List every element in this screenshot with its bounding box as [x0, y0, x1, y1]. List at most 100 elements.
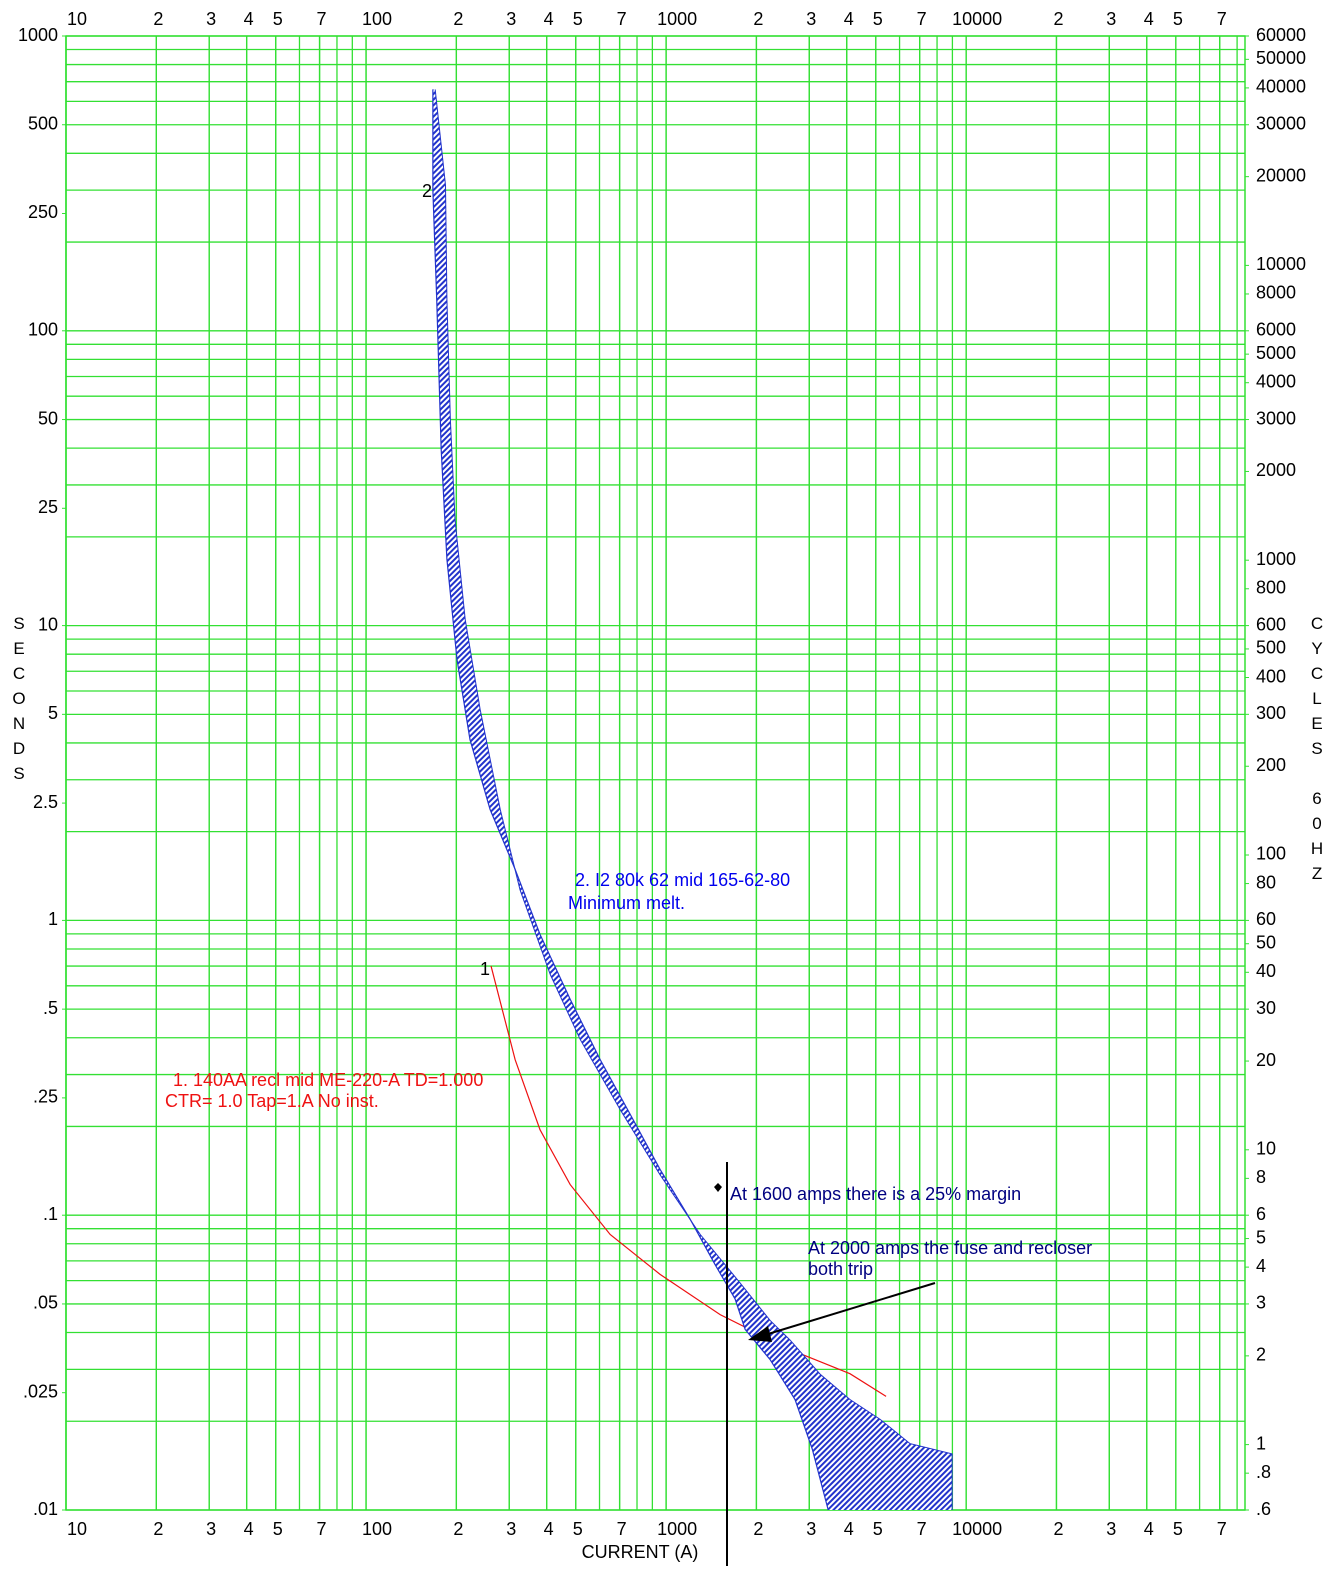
- x-tick-label: 4: [1144, 9, 1154, 29]
- annotation: At 1600 amps there is a 25% margin: [730, 1184, 1021, 1204]
- x-tick-label: 7: [617, 9, 627, 29]
- x-tick-label: 5: [873, 9, 883, 29]
- y-tick-label: 500: [28, 113, 58, 133]
- y2-tick-label: 40000: [1256, 77, 1306, 97]
- x-tick-label: 2: [1053, 9, 1063, 29]
- x-tick-label: 5: [1173, 9, 1183, 29]
- band-fill: [432, 89, 953, 1510]
- x-tick-label: 4: [1144, 1519, 1154, 1539]
- y2-tick-label: 1: [1256, 1433, 1266, 1453]
- x-tick-label: 4: [244, 1519, 254, 1539]
- y-tick-label: .25: [33, 1087, 58, 1107]
- x-tick-label: 5: [273, 9, 283, 29]
- y2-tick-label: 6: [1256, 1204, 1266, 1224]
- x-tick-label: 3: [506, 9, 516, 29]
- y2-tick-label: 800: [1256, 578, 1286, 598]
- x-tick-label: 5: [573, 1519, 583, 1539]
- x-tick-label: 7: [917, 9, 927, 29]
- y2-tick-label: 8: [1256, 1167, 1266, 1187]
- y2-tick-label: 300: [1256, 703, 1286, 723]
- x-tick-label: 2: [1053, 1519, 1063, 1539]
- x-tick-label: 10: [67, 1519, 87, 1539]
- y2-tick-label: 5000: [1256, 343, 1296, 363]
- y2-tick-label: 60000: [1256, 25, 1306, 45]
- y-tick-label: 250: [28, 202, 58, 222]
- arrow-line: [767, 1282, 936, 1335]
- x-tick-label: 7: [617, 1519, 627, 1539]
- x-tick-label: 3: [1106, 1519, 1116, 1539]
- y2-tick-label: 60: [1256, 909, 1276, 929]
- arrow-head: [748, 1326, 772, 1342]
- x-tick-label: 10000: [952, 9, 1002, 29]
- y-tick-label: 100: [28, 320, 58, 340]
- x-tick-label: 3: [506, 1519, 516, 1539]
- annotation: At 2000 amps the fuse and recloser: [808, 1238, 1092, 1258]
- y-tick-label: .1: [43, 1204, 58, 1224]
- y2-tick-label: 2: [1256, 1345, 1266, 1365]
- y-tick-label: .05: [33, 1293, 58, 1313]
- y2-tick-label: 400: [1256, 666, 1286, 686]
- y2-tick-label: 10000: [1256, 254, 1306, 274]
- curve: [432, 89, 829, 1511]
- x-tick-label: 4: [844, 9, 854, 29]
- y2-tick-label: 5: [1256, 1227, 1266, 1247]
- y2-tick-label: 50: [1256, 932, 1276, 952]
- y-tick-label: 1000: [18, 25, 58, 45]
- marker: [714, 1183, 722, 1192]
- y-tick-label: .025: [23, 1381, 58, 1401]
- y2-tick-label: 4000: [1256, 371, 1296, 391]
- annotation: 2. I2 80k 62 mid 165-62-80: [575, 870, 790, 890]
- y2-tick-label: 8000: [1256, 283, 1296, 303]
- x-tick-label: 4: [844, 1519, 854, 1539]
- x-tick-label: 2: [753, 1519, 763, 1539]
- x-tick-label: 100: [362, 1519, 392, 1539]
- y2-tick-label: 6000: [1256, 320, 1296, 340]
- y2-tick-label: 3000: [1256, 408, 1296, 428]
- x-tick-label: 3: [206, 9, 216, 29]
- annotation: both trip: [808, 1259, 873, 1279]
- y-tick-label: 5: [48, 703, 58, 723]
- y2-tick-label: .8: [1256, 1462, 1271, 1482]
- y-tick-label: 50: [38, 408, 58, 428]
- x-tick-label: 5: [573, 9, 583, 29]
- y2-tick-label: 600: [1256, 614, 1286, 634]
- x-tick-label: 7: [917, 1519, 927, 1539]
- y-tick-label: 2.5: [33, 792, 58, 812]
- x-tick-label: 4: [544, 9, 554, 29]
- y-tick-label: 1: [48, 909, 58, 929]
- x-tick-label: 5: [273, 1519, 283, 1539]
- x-tick-label: 5: [1173, 1519, 1183, 1539]
- x-tick-label: 3: [206, 1519, 216, 1539]
- y2-tick-label: 500: [1256, 638, 1286, 658]
- x-tick-label: 7: [317, 9, 327, 29]
- annotation: Minimum melt.: [568, 893, 685, 913]
- y-axis-label: SECONDS: [10, 614, 29, 789]
- y2-tick-label: 20000: [1256, 165, 1306, 185]
- y2-tick-label: 30000: [1256, 113, 1306, 133]
- plot-border: [65, 35, 1246, 1511]
- y2-tick-label: 1000: [1256, 549, 1296, 569]
- y2-tick-label: 4: [1256, 1256, 1266, 1276]
- y2-tick-label: 40: [1256, 961, 1276, 981]
- x-axis-label: CURRENT (A): [582, 1542, 699, 1562]
- y-tick-label: 10: [38, 614, 58, 634]
- y2-tick-label: 2000: [1256, 460, 1296, 480]
- x-tick-label: 1000: [657, 1519, 697, 1539]
- x-tick-label: 4: [544, 1519, 554, 1539]
- x-tick-label: 2: [153, 9, 163, 29]
- x-tick-label: 3: [806, 1519, 816, 1539]
- y2-tick-label: 50000: [1256, 48, 1306, 68]
- y-tick-label: .01: [33, 1499, 58, 1519]
- y2-tick-label: .6: [1256, 1499, 1271, 1519]
- x-tick-label: 7: [1217, 1519, 1227, 1539]
- curve: [490, 965, 887, 1397]
- x-tick-label: 3: [806, 9, 816, 29]
- y-tick-label: .5: [43, 998, 58, 1018]
- x-tick-label: 1000: [657, 9, 697, 29]
- annotation: 1. 140AA recl mid ME-220-A TD=1.000: [173, 1070, 483, 1090]
- x-tick-label: 7: [317, 1519, 327, 1539]
- x-tick-label: 2: [453, 1519, 463, 1539]
- x-tick-label: 10: [67, 9, 87, 29]
